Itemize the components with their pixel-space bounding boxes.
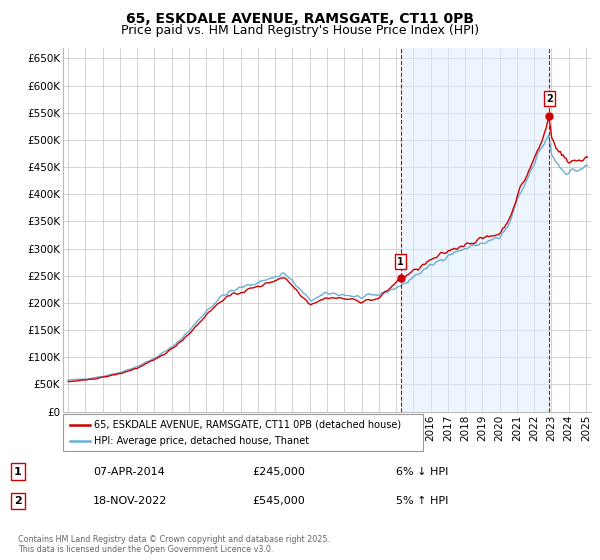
Text: Price paid vs. HM Land Registry's House Price Index (HPI): Price paid vs. HM Land Registry's House … bbox=[121, 24, 479, 36]
Text: 2: 2 bbox=[546, 94, 553, 104]
Text: 1: 1 bbox=[14, 466, 22, 477]
Text: 1: 1 bbox=[397, 256, 404, 267]
Text: 2: 2 bbox=[14, 496, 22, 506]
Text: 65, ESKDALE AVENUE, RAMSGATE, CT11 0PB: 65, ESKDALE AVENUE, RAMSGATE, CT11 0PB bbox=[126, 12, 474, 26]
Text: 65, ESKDALE AVENUE, RAMSGATE, CT11 0PB (detached house): 65, ESKDALE AVENUE, RAMSGATE, CT11 0PB (… bbox=[94, 419, 401, 430]
Bar bbox=[401, 48, 549, 412]
Text: 6% ↓ HPI: 6% ↓ HPI bbox=[396, 466, 448, 477]
Text: Contains HM Land Registry data © Crown copyright and database right 2025.
This d: Contains HM Land Registry data © Crown c… bbox=[18, 535, 330, 554]
Text: £545,000: £545,000 bbox=[252, 496, 305, 506]
Text: HPI: Average price, detached house, Thanet: HPI: Average price, detached house, Than… bbox=[94, 436, 309, 446]
Text: 07-APR-2014: 07-APR-2014 bbox=[93, 466, 165, 477]
Text: £245,000: £245,000 bbox=[252, 466, 305, 477]
Text: 5% ↑ HPI: 5% ↑ HPI bbox=[396, 496, 448, 506]
Text: 18-NOV-2022: 18-NOV-2022 bbox=[93, 496, 167, 506]
